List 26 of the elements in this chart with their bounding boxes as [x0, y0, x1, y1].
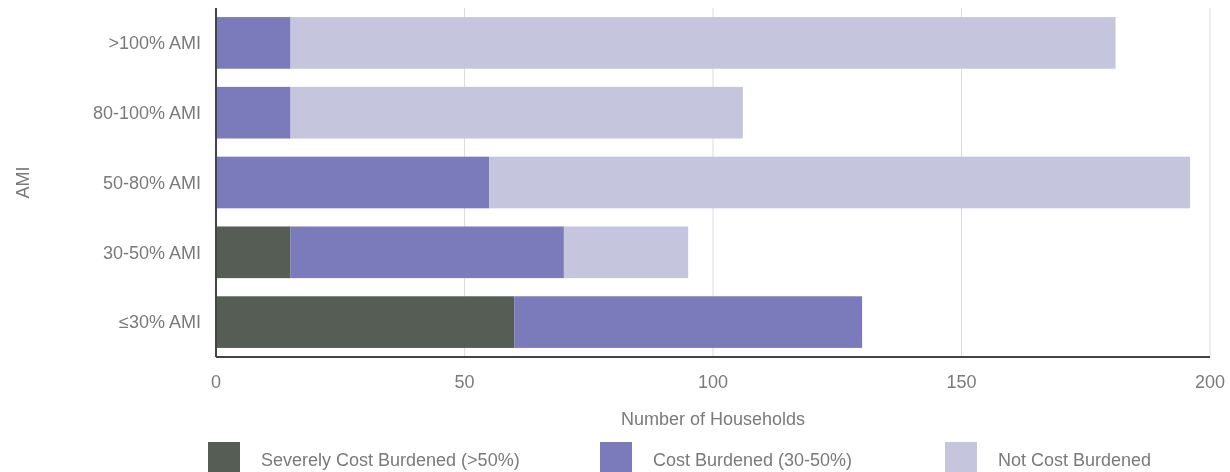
- y-tick-label: 50-80% AMI: [102, 172, 201, 193]
- y-tick-label: >100% AMI: [108, 33, 201, 54]
- bar: [216, 156, 490, 209]
- x-tick-label: 200: [1194, 372, 1226, 392]
- y-tick-label: 80-100% AMI: [92, 103, 201, 123]
- bar: [290, 226, 564, 279]
- bar: [216, 86, 291, 139]
- bar: [290, 86, 743, 139]
- x-axis-title: Number of Households: [620, 409, 806, 429]
- y-tick-label: ≤30% AMI: [119, 312, 201, 333]
- x-tick-label: 100: [697, 372, 729, 392]
- legend-label: Severely Cost Burdened (>50%): [261, 450, 520, 470]
- legend-label: Not Cost Burdened: [998, 450, 1152, 470]
- bar: [489, 156, 1191, 209]
- bar: [216, 226, 291, 279]
- bar: [514, 296, 863, 348]
- y-axis-title: AMI: [13, 166, 33, 199]
- legend-label: Cost Burdened (30-50%): [653, 450, 853, 470]
- x-tick-label: 50: [454, 372, 475, 392]
- bar: [216, 17, 291, 69]
- x-tick-label: 150: [946, 372, 977, 392]
- bar: [216, 296, 515, 348]
- y-tick-label: 30-50% AMI: [102, 242, 201, 263]
- bar: [563, 226, 689, 279]
- x-tick-label: 0: [210, 372, 222, 392]
- bar: [290, 17, 1116, 69]
